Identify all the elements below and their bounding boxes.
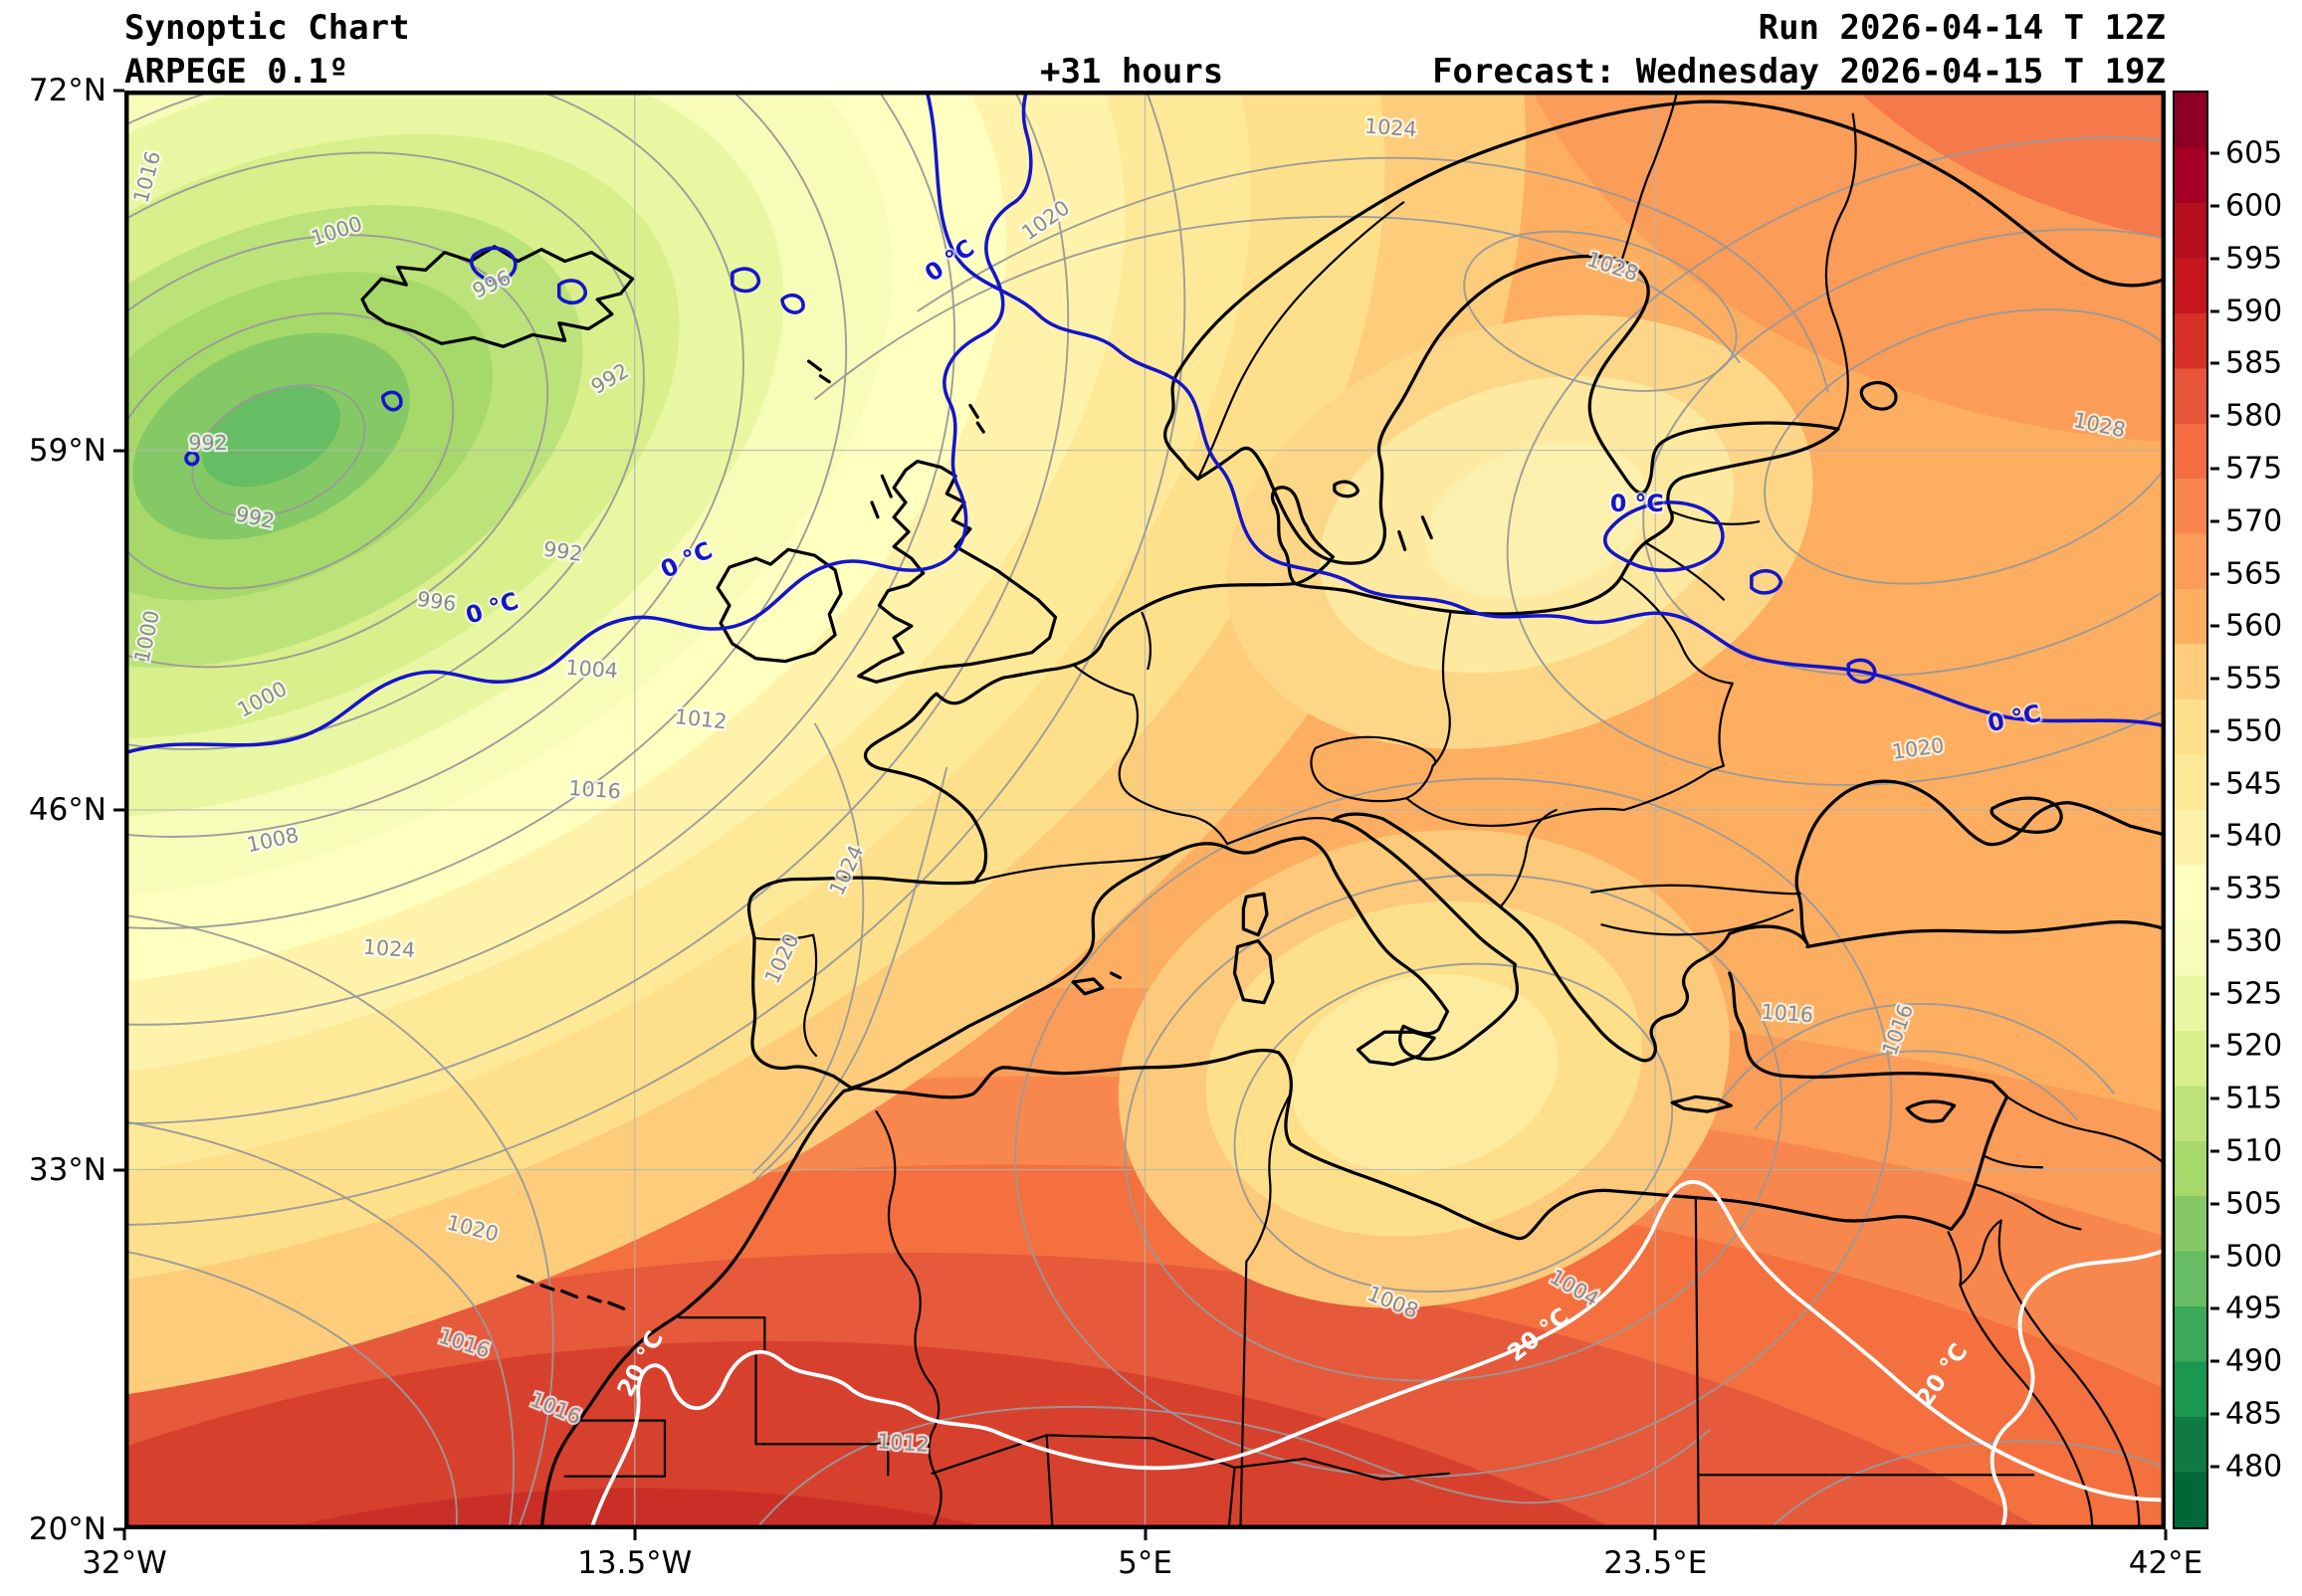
map-canvas: 1016 1000 996 992 992 992 992 996 1000 1000 1004 10… [124, 91, 2166, 1529]
forecast-label: Forecast: Wednesday 2026-04-15 T 19Z [1432, 52, 2166, 92]
run-label: Run 2026-04-14 T 12Z [1758, 8, 2166, 48]
colorbar-tick-mark [2210, 519, 2219, 523]
colorbar-tick-mark [2210, 1149, 2219, 1153]
x-tick-mark [1653, 1529, 1657, 1540]
colorbar-tick-label: 480 [2225, 1449, 2283, 1485]
colorbar-tick-mark [2210, 1202, 2219, 1206]
colorbar-tick-mark [2210, 467, 2219, 471]
colorbar-tick-mark [2210, 1306, 2219, 1310]
colorbar-tick-label: 525 [2225, 976, 2283, 1012]
y-axis: 72°N 59°N 46°N 33°N 20°N [0, 73, 124, 1547]
zero-label: 0 °C [1610, 490, 1664, 517]
colorbar-tick-mark [2210, 887, 2219, 891]
model-label: ARPEGE 0.1º [124, 52, 349, 92]
x-tick-mark [2164, 1529, 2168, 1540]
colorbar-tick-mark [2210, 414, 2219, 418]
colorbar-tick-mark [2210, 1097, 2219, 1100]
colorbar-tick-label: 500 [2225, 1239, 2283, 1275]
x-tick-label: 42°E [2128, 1545, 2203, 1581]
isobar-label: 1016 [568, 776, 622, 804]
y-tick-label: 33°N [28, 1151, 106, 1188]
colorbar-tick-label: 495 [2225, 1291, 2283, 1326]
y-tick-label: 59°N [28, 432, 106, 469]
colorbar-tick-label: 570 [2225, 503, 2283, 539]
colorbar-tick-label: 560 [2225, 608, 2283, 644]
map-border [124, 91, 2166, 1529]
colorbar-tick-mark [2210, 834, 2219, 838]
colorbar-tick-label: 530 [2225, 923, 2283, 959]
zero-isotherm-lines [124, 91, 2166, 755]
colorbar-tick-mark [2210, 151, 2219, 155]
colorbar-tick-label: 585 [2225, 345, 2283, 381]
colorbar-tick-label: 520 [2225, 1028, 2283, 1064]
colorbar [2173, 91, 2208, 1529]
x-tick-mark [1144, 1529, 1147, 1540]
x-axis: 32°W 13.5°W 5°E 23.5°E 42°E [82, 1529, 2202, 1593]
colorbar-ticks: 605 600 595 590 585 580 575 570 565 560 555 550 545 5… [2210, 91, 2302, 1529]
y-tick-mark [113, 808, 124, 812]
colorbar-tick-label: 565 [2225, 556, 2283, 592]
x-tick-mark [633, 1529, 637, 1540]
y-tick-label: 46°N [28, 792, 106, 828]
colorbar-tick-mark [2210, 1359, 2219, 1363]
colorbar-tick-label: 490 [2225, 1343, 2283, 1379]
colorbar-tick-mark [2210, 624, 2219, 628]
x-tick-label: 5°E [1118, 1545, 1172, 1581]
isobar-label: 1012 [876, 1429, 930, 1457]
colorbar-tick-mark [2210, 204, 2219, 208]
colorbar-tick-label: 605 [2225, 135, 2283, 171]
isobar-label: 992 [188, 431, 227, 455]
colorbar-tick-mark [2210, 1412, 2219, 1416]
isobar-label: 1016 [1761, 1000, 1814, 1028]
colorbar-tick-label: 580 [2225, 398, 2283, 434]
map-svg: 1016100099699299299299299610001000100410… [124, 91, 2166, 1529]
colorbar-tick-label: 540 [2225, 818, 2283, 854]
y-tick-mark [113, 449, 124, 452]
x-tick-mark [122, 1529, 126, 1540]
coastlines [360, 100, 2166, 1529]
y-tick-label: 72°N [28, 73, 106, 108]
isobar-label: 1024 [1363, 114, 1417, 142]
colorbar-tick-mark [2210, 1465, 2219, 1469]
colorbar-tick-label: 595 [2225, 241, 2283, 277]
colorbar-tick-label: 545 [2225, 766, 2283, 802]
twenty-isotherm-lines [589, 1180, 2166, 1529]
colorbar-tick-mark [2210, 782, 2219, 786]
colorbar-tick-mark [2210, 729, 2219, 733]
chart-title: Synoptic Chart [124, 8, 410, 48]
colorbar-tick-label: 590 [2225, 294, 2283, 329]
colorbar-tick-label: 485 [2225, 1396, 2283, 1432]
lead-time-label: +31 hours [1040, 52, 1224, 92]
colorbar-tick-mark [2210, 572, 2219, 576]
x-tick-label: 23.5°E [1603, 1545, 1708, 1581]
colorbar-tick-label: 505 [2225, 1186, 2283, 1222]
y-tick-mark [113, 89, 124, 93]
colorbar-tick-mark [2210, 939, 2219, 943]
isobar-lines [124, 91, 2166, 1529]
colorbar-tick-label: 535 [2225, 871, 2283, 906]
x-tick-label: 13.5°W [577, 1545, 693, 1581]
country-borders [563, 91, 2166, 1529]
y-tick-mark [113, 1527, 124, 1531]
isobar-label: 1024 [362, 935, 416, 963]
y-tick-label: 20°N [28, 1511, 106, 1547]
colorbar-tick-label: 600 [2225, 188, 2283, 224]
isobar-label: 1004 [565, 656, 619, 684]
colorbar-tick-label: 575 [2225, 451, 2283, 487]
y-tick-mark [113, 1168, 124, 1171]
colorbar-tick-mark [2210, 1255, 2219, 1259]
colorbar-tick-mark [2210, 992, 2219, 996]
colorbar-tick-label: 555 [2225, 661, 2283, 697]
colorbar-tick-mark [2210, 1044, 2219, 1048]
colorbar-tick-label: 550 [2225, 713, 2283, 749]
x-tick-label: 32°W [82, 1545, 167, 1581]
colorbar-tick-label: 515 [2225, 1081, 2283, 1116]
colorbar-tick-label: 510 [2225, 1133, 2283, 1169]
colorbar-tick-mark [2210, 257, 2219, 261]
colorbar-tick-mark [2210, 361, 2219, 365]
colorbar-tick-mark [2210, 309, 2219, 313]
colorbar-tick-mark [2210, 677, 2219, 681]
